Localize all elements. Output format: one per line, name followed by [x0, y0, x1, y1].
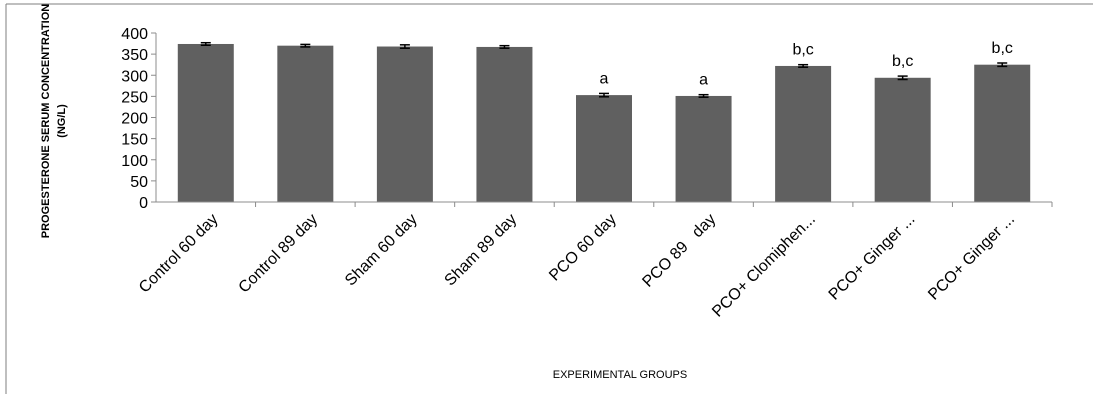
x-tick-label: PCO+ Ginger ... — [925, 211, 1018, 304]
y-tick-label: 350 — [121, 47, 148, 64]
bar — [177, 43, 234, 202]
bar — [675, 95, 732, 202]
bar — [476, 46, 533, 202]
bar — [974, 64, 1031, 202]
y-axis-title-line-2: (NG/L) — [56, 104, 68, 138]
bar — [874, 77, 931, 202]
bar-series: a a b,c b,c b,c — [177, 40, 1031, 202]
significance-label: a — [600, 70, 609, 87]
y-axis-title-line-1: PROGESTERONE SERUM CONCENTRATION — [40, 4, 52, 239]
y-tick-label: 300 — [121, 68, 148, 85]
bar — [576, 95, 632, 202]
x-tick-label: PCO+ Clomiphen... — [709, 211, 819, 321]
x-tick-label: PCO+ Ginger ... — [826, 211, 919, 304]
significance-label: b,c — [992, 40, 1013, 57]
significance-label: b,c — [892, 53, 913, 70]
y-tick-label: 150 — [121, 132, 148, 149]
y-axis: 0 50 100 150 200 250 300 350 400 — [121, 26, 157, 212]
x-tick-label: Sham 89 day — [442, 211, 521, 290]
y-tick-label: 400 — [121, 26, 148, 43]
x-tick-label: PCO 60 day — [546, 211, 620, 285]
x-axis-title: EXPERIMENTAL GROUPS — [553, 369, 687, 381]
y-tick-label: 250 — [121, 89, 148, 106]
y-tick-label: 200 — [121, 111, 148, 128]
y-tick-label: 50 — [130, 174, 148, 191]
y-tick-label: 100 — [121, 153, 148, 170]
x-tick-label: PCO 89 day — [639, 211, 719, 291]
significance-label: b,c — [792, 42, 813, 59]
x-tick-label: Control 60 day — [136, 211, 222, 297]
x-axis: Control 60 day Control 89 day Sham 60 day S… — [136, 201, 1053, 321]
bar — [277, 45, 334, 202]
significance-label: a — [699, 72, 708, 89]
y-tick-label: 0 — [139, 195, 148, 212]
x-tick-label: Sham 60 day — [342, 211, 421, 290]
bar — [775, 65, 832, 202]
bar — [376, 46, 433, 202]
x-tick-label: Control 89 day — [236, 211, 322, 297]
